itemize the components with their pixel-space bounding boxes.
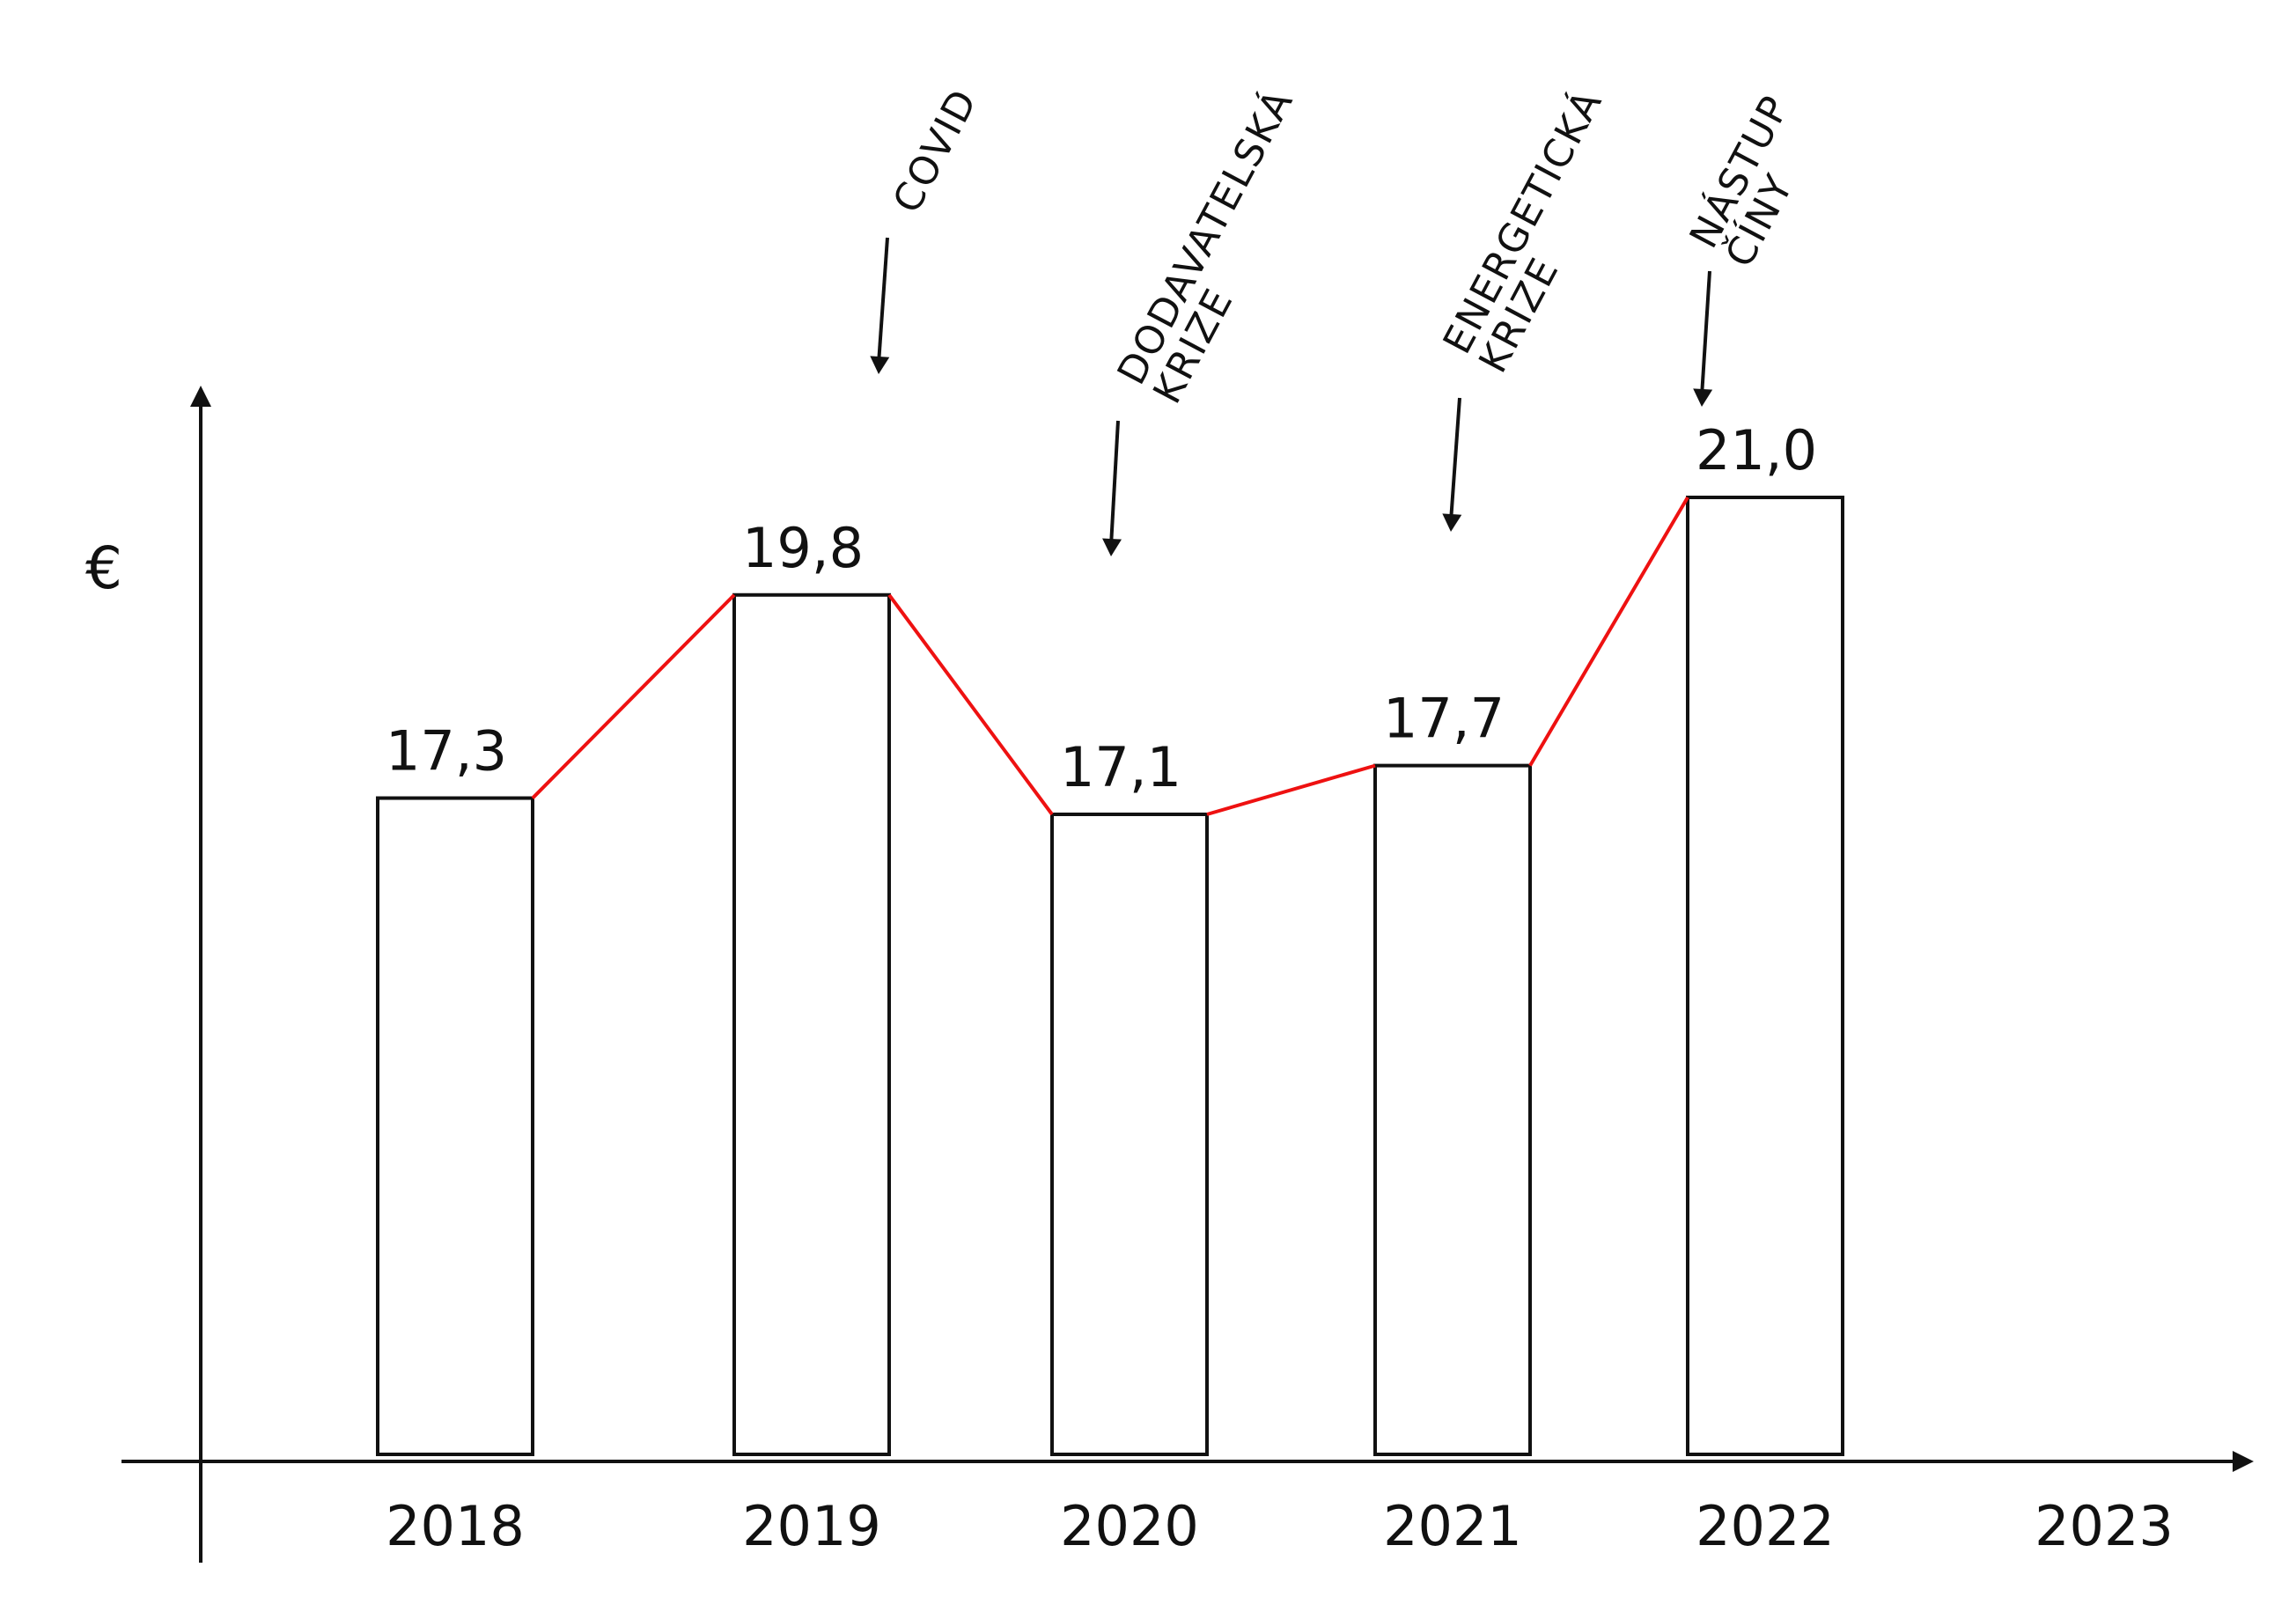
data-label: 19,8 <box>742 516 864 580</box>
data-label: 17,3 <box>386 719 507 784</box>
annotation-arrow <box>877 237 889 364</box>
arrowhead-icon <box>1693 388 1713 407</box>
trend-line-segment <box>1528 496 1689 767</box>
bar <box>1050 813 1209 1456</box>
arrowhead-icon <box>870 356 890 374</box>
data-label: 17,1 <box>1060 735 1181 799</box>
arrowhead-icon <box>1442 513 1462 532</box>
annotation: COVID <box>885 81 987 220</box>
bar <box>1373 763 1532 1456</box>
trend-line-segment <box>887 593 1054 816</box>
value-labels: 17,3 19,8 17,1 17,7 21,0 <box>386 418 1817 799</box>
trend-line-group <box>531 496 1689 816</box>
x-tick-label: 2022 <box>1696 1494 1835 1558</box>
bar <box>732 592 891 1456</box>
annotation-arrow <box>1109 420 1120 547</box>
x-axis-arrowhead <box>2233 1451 2254 1472</box>
annotation-text: COVID <box>885 81 987 220</box>
data-label: 17,7 <box>1383 687 1505 751</box>
trend-line-segment <box>531 593 736 799</box>
axes: € <box>85 386 2254 1563</box>
x-tick-labels: 2018 2019 2020 2021 2022 2023 <box>386 1494 2174 1558</box>
annotation-arrow <box>1449 397 1461 522</box>
y-axis-label: € <box>85 534 122 602</box>
y-axis-arrowhead <box>190 386 211 407</box>
trend-line-segment <box>1206 763 1376 816</box>
bar <box>1686 496 1844 1456</box>
x-tick-label: 2020 <box>1060 1494 1199 1558</box>
x-tick-label: 2021 <box>1383 1494 1522 1558</box>
arrowhead-icon <box>1102 538 1122 556</box>
x-tick-label: 2018 <box>386 1494 525 1558</box>
annotation-arrow <box>1700 270 1711 397</box>
bar <box>376 796 534 1456</box>
x-tick-label: 2023 <box>2035 1494 2174 1558</box>
x-tick-label: 2019 <box>742 1494 881 1558</box>
data-label: 21,0 <box>1696 418 1817 482</box>
bars <box>376 496 1844 1456</box>
